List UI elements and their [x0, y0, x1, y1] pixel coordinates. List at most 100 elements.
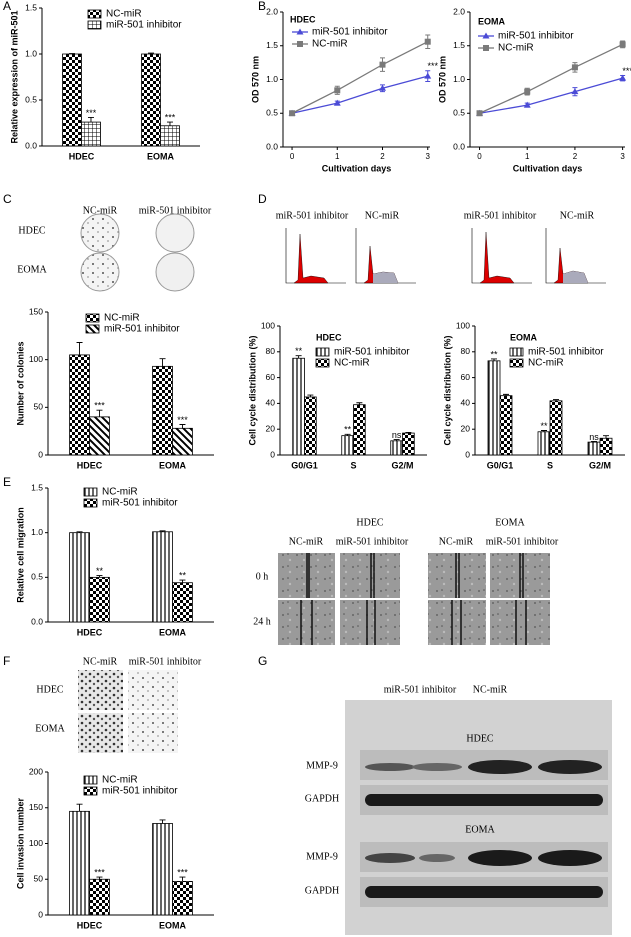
- y-tick-label: 1.0: [25, 48, 37, 58]
- y-axis-label: OD 570 nm: [437, 56, 447, 103]
- marker: [379, 84, 387, 91]
- image-label: EOMA: [35, 723, 65, 734]
- y-tick-label: 0.5: [266, 108, 278, 118]
- y-tick-label: 0.0: [453, 141, 465, 151]
- y-tick-label: 1.0: [31, 527, 43, 537]
- scratch-image: [340, 600, 400, 645]
- chart-title: EOMA: [510, 332, 538, 342]
- y-tick-label: 0.5: [25, 94, 37, 104]
- dish: [80, 252, 120, 292]
- blot-label: NC-miR: [473, 684, 508, 695]
- y-tick-label: 0: [38, 449, 43, 459]
- y-tick-label: 80: [461, 346, 471, 356]
- band: [538, 850, 602, 866]
- x-tick-label: HDEC: [77, 460, 103, 470]
- error-bar: [603, 435, 609, 439]
- x-tick-label: G0/G1: [487, 460, 514, 470]
- legend-swatch: [87, 9, 102, 19]
- histogram-thumb: [285, 228, 346, 284]
- line: [479, 77, 623, 114]
- significance: ns: [589, 432, 599, 442]
- y-tick-label: 200: [29, 766, 43, 776]
- significance: ns: [392, 430, 402, 440]
- x-tick-label: EOMA: [159, 627, 187, 637]
- legend-label: NC-miR: [102, 775, 138, 786]
- bar: [81, 121, 101, 147]
- x-tick-label: 1: [525, 152, 530, 161]
- image-label: miR-501 inhibitor: [464, 210, 537, 221]
- bar: [341, 435, 354, 456]
- error-bar: [76, 342, 83, 355]
- image-label: HDEC: [36, 684, 64, 695]
- significance: ***: [177, 415, 188, 425]
- y-tick-label: 0.5: [31, 572, 43, 582]
- panel-letter: B: [258, 0, 266, 13]
- x-tick-label: G0/G1: [291, 460, 318, 470]
- marker: [476, 110, 483, 117]
- y-tick-label: 1.5: [266, 40, 278, 50]
- image-label: 24 h: [253, 616, 271, 627]
- x-tick-label: EOMA: [147, 151, 175, 161]
- error-bar: [393, 439, 400, 441]
- legend-label: NC-miR: [498, 43, 534, 54]
- y-tick-label: 150: [29, 802, 43, 812]
- panel-letter: G: [258, 654, 267, 668]
- image-label: EOMA: [17, 264, 47, 275]
- y-tick-label: 0: [38, 909, 43, 919]
- y-tick-label: 2.0: [266, 6, 278, 16]
- marker: [379, 61, 386, 68]
- error-bar: [503, 393, 509, 396]
- scratch-image: [428, 600, 486, 645]
- significance: **: [179, 570, 187, 580]
- y-tick-label: 80: [266, 346, 276, 356]
- legend-label: miR-501 inhibitor: [312, 27, 388, 38]
- y-tick-label: 50: [34, 874, 44, 884]
- bar: [599, 437, 613, 456]
- dish: [155, 252, 195, 292]
- y-tick-label: 1.0: [266, 74, 278, 84]
- legend-swatch: [83, 786, 98, 796]
- colony-images: NC-miR miR-501 inhibitor HDEC EOMA: [17, 205, 212, 292]
- migration-images: HDEC EOMA NC-miR miR-501 inhibitor NC-mi…: [253, 517, 559, 645]
- y-tick-label: 0: [270, 449, 275, 459]
- y-tick-label: 1.5: [25, 2, 37, 12]
- band: [365, 763, 415, 771]
- significance: ***: [622, 66, 631, 76]
- significance: ***: [177, 867, 188, 877]
- histogram-thumb: [355, 228, 416, 284]
- legend-swatch: [509, 347, 524, 357]
- legend-label: miR-501 inhibitor: [102, 786, 178, 797]
- panel-letter: D: [258, 192, 267, 206]
- significance: ***: [94, 401, 105, 411]
- invasion-image: [78, 713, 123, 753]
- chart-title: HDEC: [290, 14, 316, 24]
- scratch-image: [490, 600, 550, 645]
- y-tick-label: 1.5: [31, 482, 43, 492]
- marker: [424, 38, 431, 45]
- legend-label: NC-miR: [528, 358, 564, 369]
- legend-marker: [296, 28, 304, 35]
- image-label: NC-miR: [439, 536, 474, 547]
- legend-label: NC-miR: [334, 358, 370, 369]
- x-axis-label: Cultivation days: [513, 163, 583, 173]
- band: [365, 886, 603, 898]
- marker: [524, 88, 531, 95]
- marker: [571, 88, 579, 95]
- x-tick-label: EOMA: [159, 460, 187, 470]
- y-axis-label: Cell invasion number: [15, 797, 25, 889]
- error-bar: [591, 441, 597, 443]
- x-tick-label: G2/M: [391, 460, 413, 470]
- marker: [523, 101, 531, 108]
- flow-images: miR-501 inhibitor NC-miR miR-501 inhibit…: [276, 210, 606, 284]
- y-tick-label: 150: [29, 306, 43, 316]
- x-tick-label: 2: [380, 152, 385, 161]
- legend-label: NC-miR: [104, 313, 140, 324]
- y-axis-label: Relative cell migration: [15, 507, 25, 603]
- y-axis-label: Number of colonies: [15, 341, 25, 425]
- scratch-image: [278, 600, 335, 645]
- y-axis-label: Relative expression of miR-501: [9, 10, 19, 143]
- y-tick-label: 20: [266, 423, 276, 433]
- error-bar: [179, 579, 186, 583]
- legend-marker: [482, 32, 490, 39]
